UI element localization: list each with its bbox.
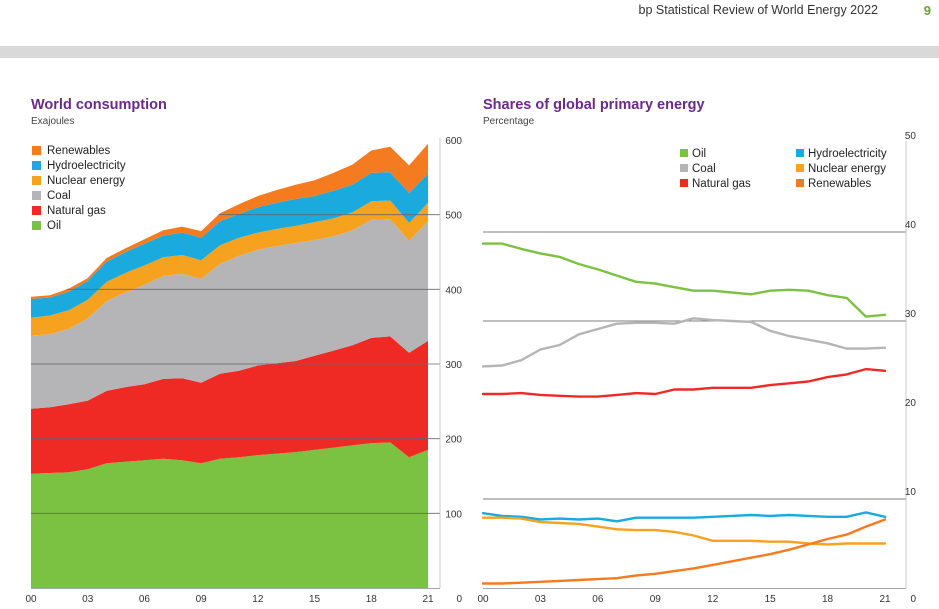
- page-number: 9: [923, 3, 931, 18]
- y-tick-label: 10: [905, 487, 917, 498]
- y-tick-label: 0: [456, 594, 462, 605]
- line-coal: [481, 317, 887, 368]
- y-tick-label: 40: [905, 220, 917, 231]
- x-tick-label: 18: [366, 594, 378, 605]
- header-band: [0, 46, 939, 58]
- area-hydroelectricity: [31, 172, 428, 318]
- legend-swatch-natural-gas: [680, 179, 688, 187]
- legend-label-natural-gas: Natural gas: [692, 178, 751, 190]
- y-tick-label: 0: [910, 594, 916, 605]
- line-natural-gas: [481, 367, 887, 398]
- legend-swatch-coal: [680, 164, 688, 172]
- legend-swatch-renewables: [32, 146, 41, 155]
- y-tick-label: 300: [445, 360, 462, 371]
- area-coal: [31, 219, 428, 409]
- area-nuclear-energy: [31, 200, 428, 336]
- y-tick-label: 500: [445, 211, 462, 222]
- legend-swatch-nuclear-energy: [796, 164, 804, 172]
- x-tick-label: 06: [592, 594, 604, 605]
- x-tick-label: 00: [25, 594, 37, 605]
- legend-swatch-hydroelectricity: [796, 149, 804, 157]
- chart-title-consumption: World consumption: [31, 97, 167, 113]
- x-tick-label: 15: [765, 594, 777, 605]
- legend-label-nuclear-energy: Nuclear energy: [47, 175, 125, 187]
- area-natural-gas: [31, 336, 428, 474]
- x-tick-label: 15: [309, 594, 321, 605]
- legend-swatch-nuclear-energy: [32, 176, 41, 185]
- line-nuclear-energy: [481, 516, 887, 546]
- legend-swatch-renewables: [796, 179, 804, 187]
- legend-label-natural-gas: Natural gas: [47, 205, 106, 217]
- y-tick-label: 50: [905, 131, 917, 142]
- chart-subtitle-shares: Percentage: [483, 116, 535, 127]
- area-oil: [31, 442, 428, 588]
- y-tick-label: 30: [905, 309, 917, 320]
- legend-label-coal: Coal: [692, 163, 716, 175]
- x-tick-label: 12: [252, 594, 264, 605]
- x-tick-label: 21: [422, 594, 434, 605]
- y-tick-label: 400: [445, 285, 462, 296]
- legend-label-oil: Oil: [47, 220, 61, 232]
- y-tick-label: 100: [445, 509, 462, 520]
- legend-label-nuclear-energy: Nuclear energy: [808, 163, 886, 175]
- legend-swatch-coal: [32, 191, 41, 200]
- x-tick-label: 18: [822, 594, 834, 605]
- line-oil: [481, 242, 887, 318]
- legend-swatch-oil: [32, 221, 41, 230]
- y-tick-label: 20: [905, 398, 917, 409]
- legend-swatch-oil: [680, 149, 688, 157]
- chart-subtitle-consumption: Exajoules: [31, 116, 75, 127]
- x-tick-label: 12: [707, 594, 719, 605]
- x-tick-label: 09: [650, 594, 662, 605]
- x-tick-label: 03: [535, 594, 547, 605]
- legend-label-hydroelectricity: Hydroelectricity: [47, 160, 126, 172]
- x-tick-label: 21: [879, 594, 891, 605]
- x-tick-label: 00: [477, 594, 489, 605]
- line-renewables: [481, 518, 887, 585]
- x-tick-label: 06: [139, 594, 151, 605]
- legend-swatch-natural-gas: [32, 206, 41, 215]
- x-tick-label: 03: [82, 594, 94, 605]
- y-tick-label: 600: [445, 136, 462, 147]
- legend-label-oil: Oil: [692, 148, 706, 160]
- legend-label-renewables: Renewables: [47, 145, 111, 157]
- legend-label-coal: Coal: [47, 190, 71, 202]
- chart-title-shares: Shares of global primary energy: [483, 97, 705, 113]
- legend-swatch-hydroelectricity: [32, 161, 41, 170]
- area-renewables: [31, 143, 428, 299]
- line-hydroelectricity: [481, 511, 887, 523]
- document-title: bp Statistical Review of World Energy 20…: [638, 3, 878, 17]
- legend-label-renewables: Renewables: [808, 178, 872, 190]
- x-tick-label: 09: [196, 594, 208, 605]
- y-tick-label: 200: [445, 435, 462, 446]
- legend-label-hydroelectricity: Hydroelectricity: [808, 148, 887, 160]
